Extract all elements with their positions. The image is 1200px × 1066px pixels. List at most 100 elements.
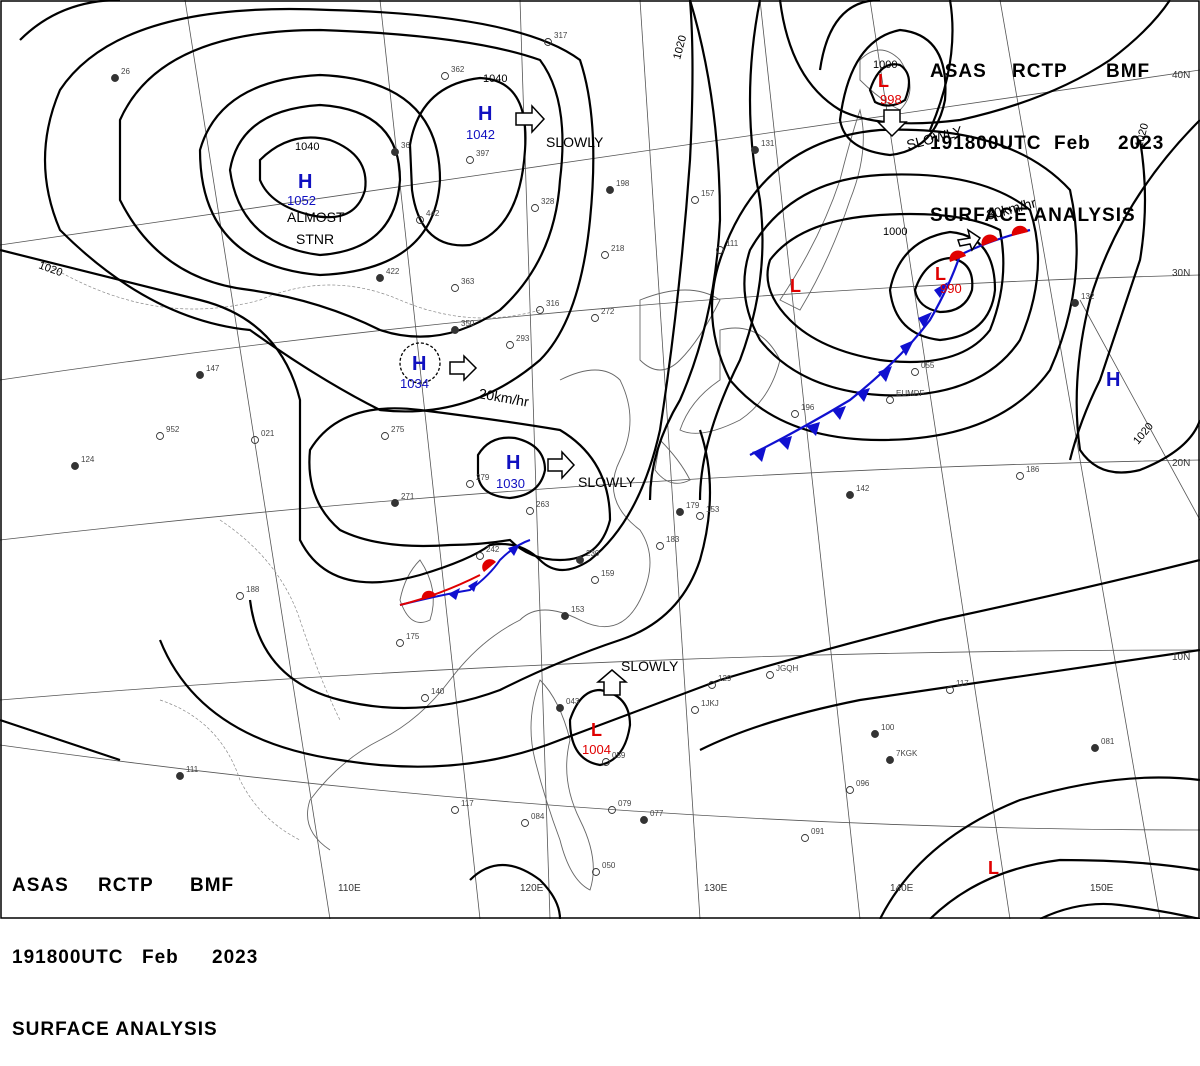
isobar-1024 [43, 7, 595, 413]
station-marker [602, 758, 610, 766]
high-1034-dashed-ring [399, 342, 441, 384]
station-pressure-label: 186 [1026, 465, 1040, 474]
header-code-2: RCTP [1012, 61, 1068, 82]
station-marker [591, 576, 599, 584]
station-marker [601, 251, 609, 259]
station-marker [544, 38, 552, 46]
low-pressure-998: 998 [880, 92, 902, 107]
station-marker [608, 806, 616, 814]
header-code-1: ASAS [930, 61, 987, 82]
longitude-line-130e [759, 0, 861, 919]
station-marker [451, 284, 459, 292]
grid-labels: 110E 120E 130E 140E 150E 40N 30N 20N 10N [338, 70, 1190, 894]
station-marker [391, 499, 399, 507]
station-pressure-label: 363 [461, 277, 475, 286]
station-pressure-label: 422 [386, 267, 400, 276]
station-marker [696, 512, 704, 520]
lon-label-130e: 130E [704, 883, 728, 894]
station-pressure-label: 188 [246, 585, 260, 594]
arrow-east-1042 [515, 104, 546, 134]
isobar-label-1040-east: 1040 [483, 73, 507, 85]
header-code-1-bl: ASAS [12, 875, 69, 896]
station-marker [1016, 472, 1024, 480]
station-marker [656, 542, 664, 550]
lon-label-150e: 150E [1090, 883, 1114, 894]
isobar-1012-ne [778, 0, 1171, 125]
station-marker [536, 306, 544, 314]
station-pressure-label: 230 [586, 549, 600, 558]
low-center-990: L [935, 264, 946, 284]
map-frame [0, 0, 1200, 919]
almost-stnr-label-2: STNR [296, 231, 334, 247]
station-pressure-label: 1JKJ [701, 699, 719, 708]
national-border-1 [39, 259, 541, 319]
lon-label-110e: 110E [338, 883, 361, 894]
station-marker [531, 204, 539, 212]
station-pressure-label: 196 [801, 403, 815, 412]
almost-stnr-label-1: ALMOST [287, 209, 345, 225]
header-code-2-bl: RCTP [98, 875, 154, 896]
station-pressure-label: 316 [546, 299, 560, 308]
isobar-1020-main [0, 0, 694, 584]
header-month: Feb [1054, 133, 1091, 154]
china-coast [307, 369, 651, 851]
station-marker [691, 196, 699, 204]
station-pressure-label: 350 [461, 319, 475, 328]
isobar-1030-south [476, 436, 547, 500]
station-pressure-label: 183 [666, 535, 680, 544]
station-marker [381, 432, 389, 440]
low-center-998: L [878, 71, 889, 91]
station-pressure-label: 132 [1081, 292, 1095, 301]
weather-map: 1040 1040 1020 1020 1000 1020 1000 1020 … [0, 0, 1200, 919]
station-marker [561, 612, 569, 620]
station-pressure-label: 021 [261, 429, 275, 438]
japan-kyushu-coast [679, 327, 781, 434]
isobar-1004 [743, 173, 1040, 397]
station-pressure-label: 084 [531, 812, 545, 821]
national-border-2 [159, 699, 301, 841]
header-time-bl: 191800UTC [12, 947, 124, 968]
lat-label-10n: 10N [1172, 652, 1190, 663]
station-pressure-label: 111 [186, 765, 199, 774]
station-marker [946, 686, 954, 694]
station-pressure-label: 272 [601, 307, 615, 316]
isobar-1008-se [879, 776, 1200, 919]
low-pressure-1004: 1004 [582, 742, 611, 757]
arrow-ne-990 [957, 228, 982, 252]
station-pressure-label: 952 [166, 425, 180, 434]
station-pressure-label: 218 [611, 244, 625, 253]
station-marker [391, 148, 399, 156]
station-marker [591, 314, 599, 322]
isobar-1012-east [648, 0, 722, 501]
station-marker [871, 730, 879, 738]
isobar-label-1000-east: 1000 [883, 226, 907, 238]
station-pressure-label: 26 [121, 67, 130, 76]
high-center-1030: H [506, 452, 520, 474]
arrow-north-1004 [595, 669, 629, 696]
station-marker [886, 396, 894, 404]
latitude-line-0 [0, 744, 1200, 831]
isobar-1000-north [868, 63, 911, 107]
station-marker [691, 706, 699, 714]
station-pressure-label: 7KGK [896, 749, 918, 758]
longitude-line-140e [869, 0, 1011, 919]
station-marker [466, 156, 474, 164]
station-pressure-label: 317 [554, 31, 568, 40]
sakhalin-coast [859, 49, 911, 111]
header-code-3: BMF [1106, 61, 1151, 82]
isobar-1008-north-east [928, 0, 954, 131]
station-pressure-label: 263 [536, 500, 550, 509]
station-marker [71, 462, 79, 470]
station-pressure-label: 059 [612, 751, 626, 760]
station-pressure-label: 153 [706, 505, 720, 514]
longitude-line-110e [184, 0, 331, 919]
station-pressure-label: 157 [701, 189, 715, 198]
warm-front-semicircles [949, 225, 1028, 262]
isobar-996 [888, 230, 997, 342]
isobar-1010 [699, 648, 1200, 751]
korea-coast [639, 289, 721, 371]
station-pressure-label: 129 [718, 674, 732, 683]
station-pressure-label: 124 [81, 455, 95, 464]
station-pressure-label: 077 [650, 809, 664, 818]
lat-label-30n: 30N [1172, 268, 1190, 279]
